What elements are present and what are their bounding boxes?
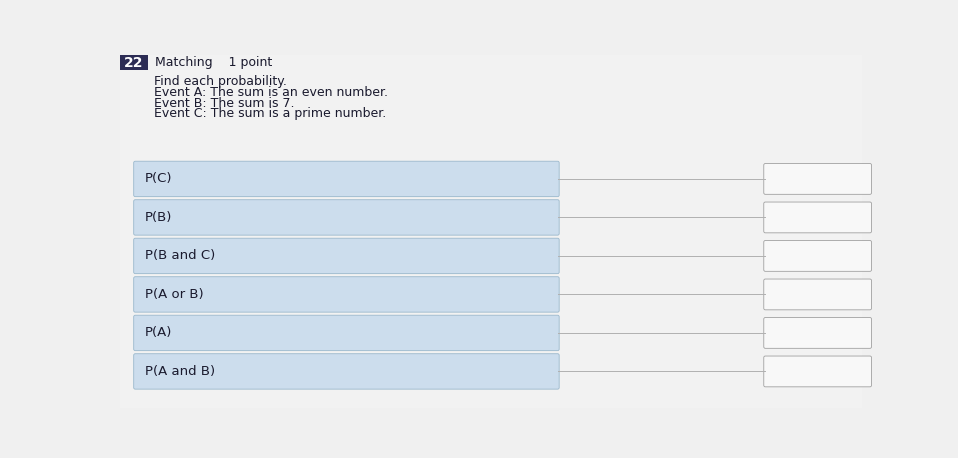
Text: Matching    1 point: Matching 1 point — [155, 56, 273, 69]
FancyBboxPatch shape — [764, 164, 872, 194]
Text: Event C: The sum is a prime number.: Event C: The sum is a prime number. — [154, 107, 386, 120]
Text: 22: 22 — [124, 56, 144, 70]
FancyBboxPatch shape — [764, 356, 872, 387]
FancyBboxPatch shape — [764, 240, 872, 271]
FancyBboxPatch shape — [764, 279, 872, 310]
FancyBboxPatch shape — [764, 317, 872, 349]
FancyBboxPatch shape — [134, 277, 559, 312]
Bar — [120, 55, 148, 71]
Text: Event B: The sum is 7.: Event B: The sum is 7. — [154, 97, 294, 109]
FancyBboxPatch shape — [134, 200, 559, 235]
Text: P(B): P(B) — [145, 211, 171, 224]
Text: P(A or B): P(A or B) — [145, 288, 203, 301]
Text: P(A): P(A) — [145, 327, 171, 339]
FancyBboxPatch shape — [134, 354, 559, 389]
FancyBboxPatch shape — [134, 161, 559, 196]
Text: Find each probability.: Find each probability. — [154, 75, 286, 88]
Text: P(B and C): P(B and C) — [145, 250, 215, 262]
Text: P(A and B): P(A and B) — [145, 365, 215, 378]
FancyBboxPatch shape — [764, 202, 872, 233]
FancyBboxPatch shape — [134, 238, 559, 273]
FancyBboxPatch shape — [134, 315, 559, 351]
Text: P(C): P(C) — [145, 172, 172, 185]
Text: Event A: The sum is an even number.: Event A: The sum is an even number. — [154, 86, 388, 99]
